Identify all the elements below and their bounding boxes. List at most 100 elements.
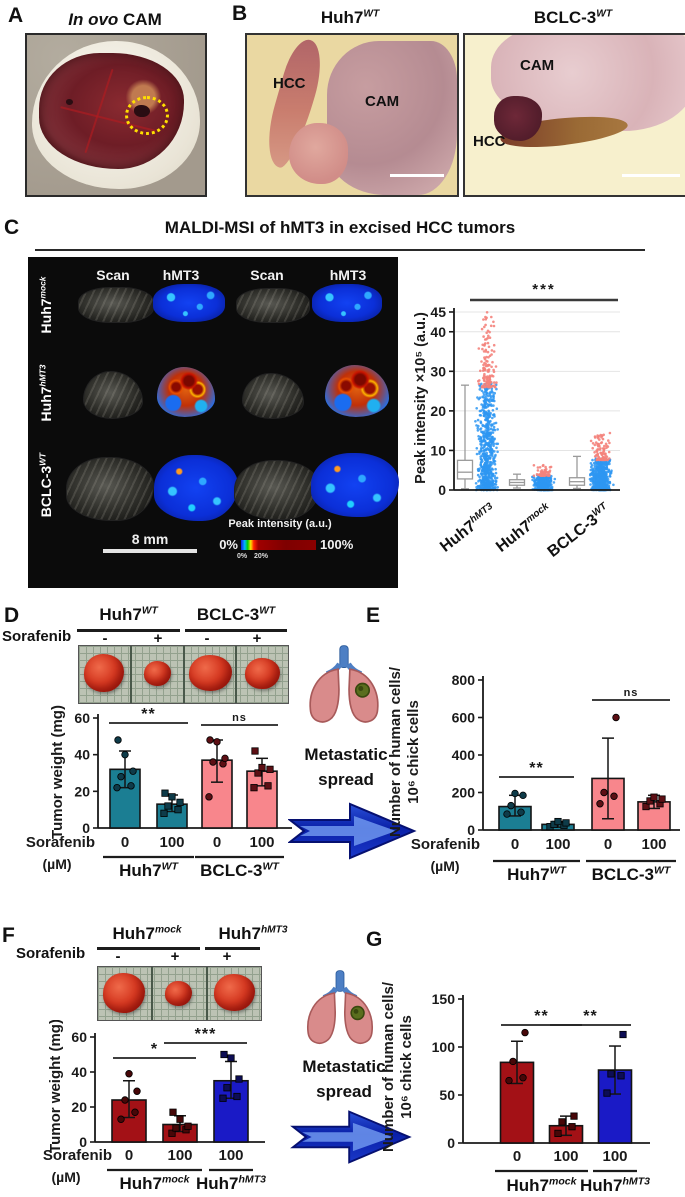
scatter-point (595, 475, 599, 478)
scatter-point (495, 387, 498, 391)
data-point (600, 788, 608, 797)
scatter-point (489, 419, 492, 423)
scatter-point-high (544, 465, 547, 469)
scatter-point (606, 481, 610, 485)
scatter-point (485, 461, 489, 464)
colorbar-title: Peak intensity (a.u.) (228, 518, 332, 530)
y-axis-label: Tumor weight (mg) (47, 1020, 64, 1153)
scatter-point (484, 432, 487, 436)
scatter-point (490, 437, 494, 440)
scatter-point (593, 480, 597, 484)
category-label: BCLC-3WT (544, 500, 614, 560)
scatter-point (486, 431, 490, 434)
significance-label: ns (624, 687, 639, 699)
scatter-point (590, 477, 593, 480)
scatter-point (484, 475, 488, 479)
scatter-point-high (482, 366, 485, 370)
tumor-scan-image (66, 457, 154, 521)
data-point (519, 791, 527, 800)
scatter-point (487, 410, 491, 413)
scatter-point (477, 479, 480, 483)
scatter-point (488, 450, 492, 454)
data-point (251, 747, 259, 755)
group-label: Huh7WT (507, 865, 567, 884)
scatter-point-high (544, 470, 548, 474)
scatter-point-high (494, 385, 497, 389)
x-tick-label: 100 (249, 834, 274, 851)
scatter-point (589, 468, 593, 472)
scatter-point (593, 464, 597, 467)
sorafenib-sign: - (115, 948, 121, 965)
scatter-point (476, 418, 480, 422)
y-axis-label: Tumor weight (mg) (49, 705, 66, 839)
scatter-point (484, 398, 487, 401)
y-tick-label: 0 (79, 1134, 87, 1150)
scatter-point (483, 464, 486, 467)
metastatic-arrow-icon (288, 802, 417, 860)
scatter-point (492, 413, 496, 417)
y-tick-label: 20 (74, 783, 90, 799)
trachea (335, 970, 345, 992)
superscript: WT (262, 861, 280, 873)
tumor-cell (237, 646, 288, 703)
y-tick-label: 40 (71, 1064, 87, 1080)
data-point (221, 754, 229, 763)
lungs-icon (309, 645, 379, 723)
scatter-point-high (596, 458, 600, 461)
y-tick-label: 200 (452, 785, 476, 801)
scatter-point (491, 468, 494, 471)
scatter-point (492, 428, 496, 431)
scatter-point (593, 476, 596, 480)
scatter-point (491, 409, 495, 412)
scatter-point-high (490, 353, 493, 356)
data-point (266, 765, 274, 773)
x-tick-label: 100 (602, 1148, 627, 1165)
data-point (264, 782, 272, 790)
scatter-point-high (477, 347, 481, 350)
scatter-point (494, 479, 498, 482)
group-label: Huh7mock (119, 1174, 190, 1193)
significance-label: *** (532, 281, 556, 298)
y-tick-label: 60 (71, 1029, 87, 1045)
scatter-point-high (537, 473, 540, 477)
x-tick-label: 100 (641, 836, 666, 853)
scatter-point-high (604, 454, 607, 457)
data-point (114, 736, 122, 744)
scatter-point (478, 413, 482, 417)
scatter-point (493, 474, 496, 478)
data-point (223, 1084, 231, 1092)
scatter-point-high (591, 446, 594, 450)
metastatic-arrow-icon (290, 1110, 412, 1164)
scatter-point-high (544, 467, 548, 471)
tumor-photo-panel-d (78, 645, 289, 704)
scatter-point (486, 478, 490, 482)
x-tick-label: 100 (218, 1147, 243, 1164)
data-point (168, 793, 176, 801)
scatter-point (478, 396, 482, 399)
x-axis-unit: (µM) (430, 858, 459, 874)
data-point (219, 1094, 227, 1102)
scatter-point (481, 404, 485, 407)
colorbar-min: 0% (219, 537, 238, 552)
panel-d-letter: D (4, 604, 20, 627)
scatter-point (494, 467, 497, 471)
scatter-point (595, 465, 599, 468)
scatter-point-high (603, 457, 606, 460)
scatter-point (496, 442, 500, 446)
scatter-point (485, 469, 488, 472)
data-point (169, 1108, 177, 1116)
scatter-point-high (482, 385, 485, 389)
scatter-point (487, 484, 491, 487)
scatter-point (486, 434, 489, 437)
scale-bar (103, 549, 197, 553)
scatter-point-high (482, 318, 485, 321)
data-point (121, 1096, 129, 1104)
scatter-point-high (495, 381, 498, 384)
human-cells-chart-g: Number of human cells/10⁶ chick cells 0 50… (380, 981, 650, 1195)
scatter-point-high (532, 464, 536, 467)
y-tick-label: 50 (439, 1087, 455, 1103)
scatter-point-high (487, 363, 490, 367)
x-axis-unit: (µM) (51, 1169, 80, 1185)
data-point (646, 797, 654, 805)
scatter-point (485, 451, 488, 455)
